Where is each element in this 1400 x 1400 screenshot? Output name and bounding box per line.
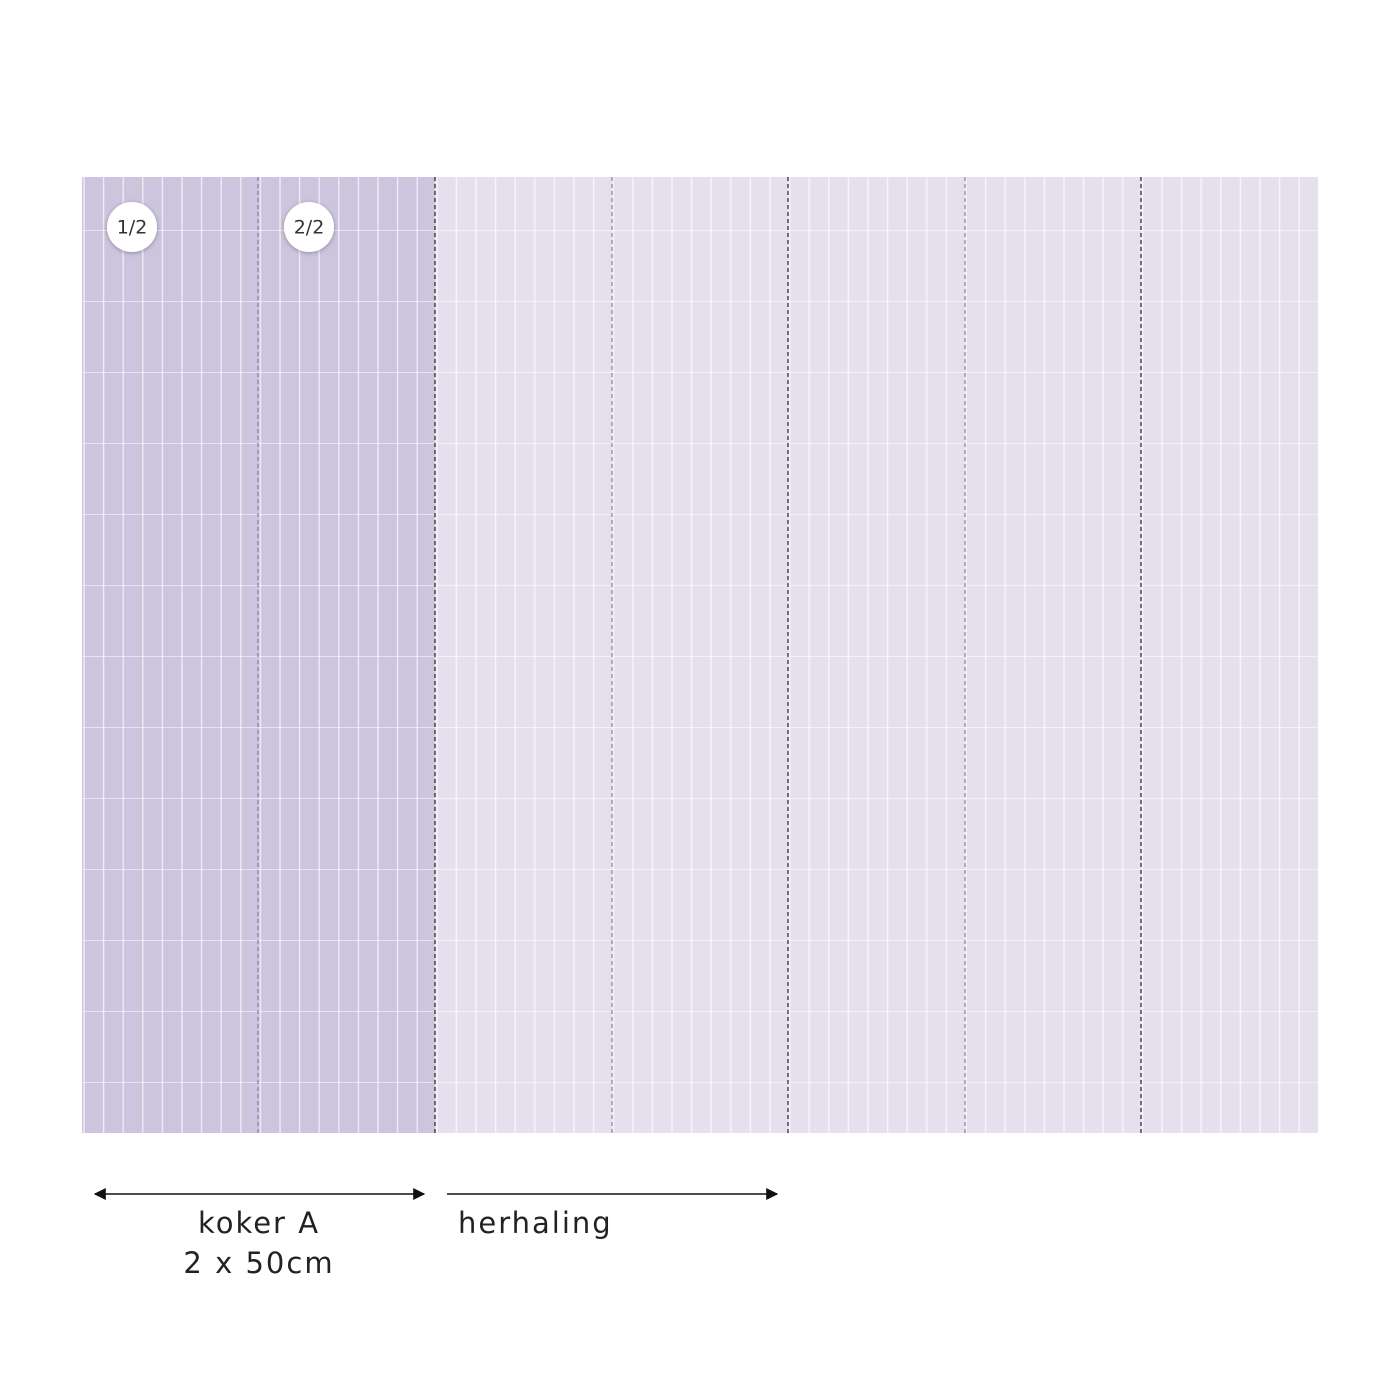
roll-size: 2 x 50cm bbox=[183, 1246, 334, 1280]
repeat-label: herhaling bbox=[458, 1206, 613, 1240]
roll-label: koker A bbox=[198, 1206, 320, 1240]
badge-label: 2/2 bbox=[294, 217, 325, 239]
badge: 1/2 bbox=[107, 202, 157, 252]
badge-label: 1/2 bbox=[117, 217, 148, 239]
wallpaper-panel bbox=[82, 177, 1318, 1133]
badge: 2/2 bbox=[284, 202, 334, 252]
